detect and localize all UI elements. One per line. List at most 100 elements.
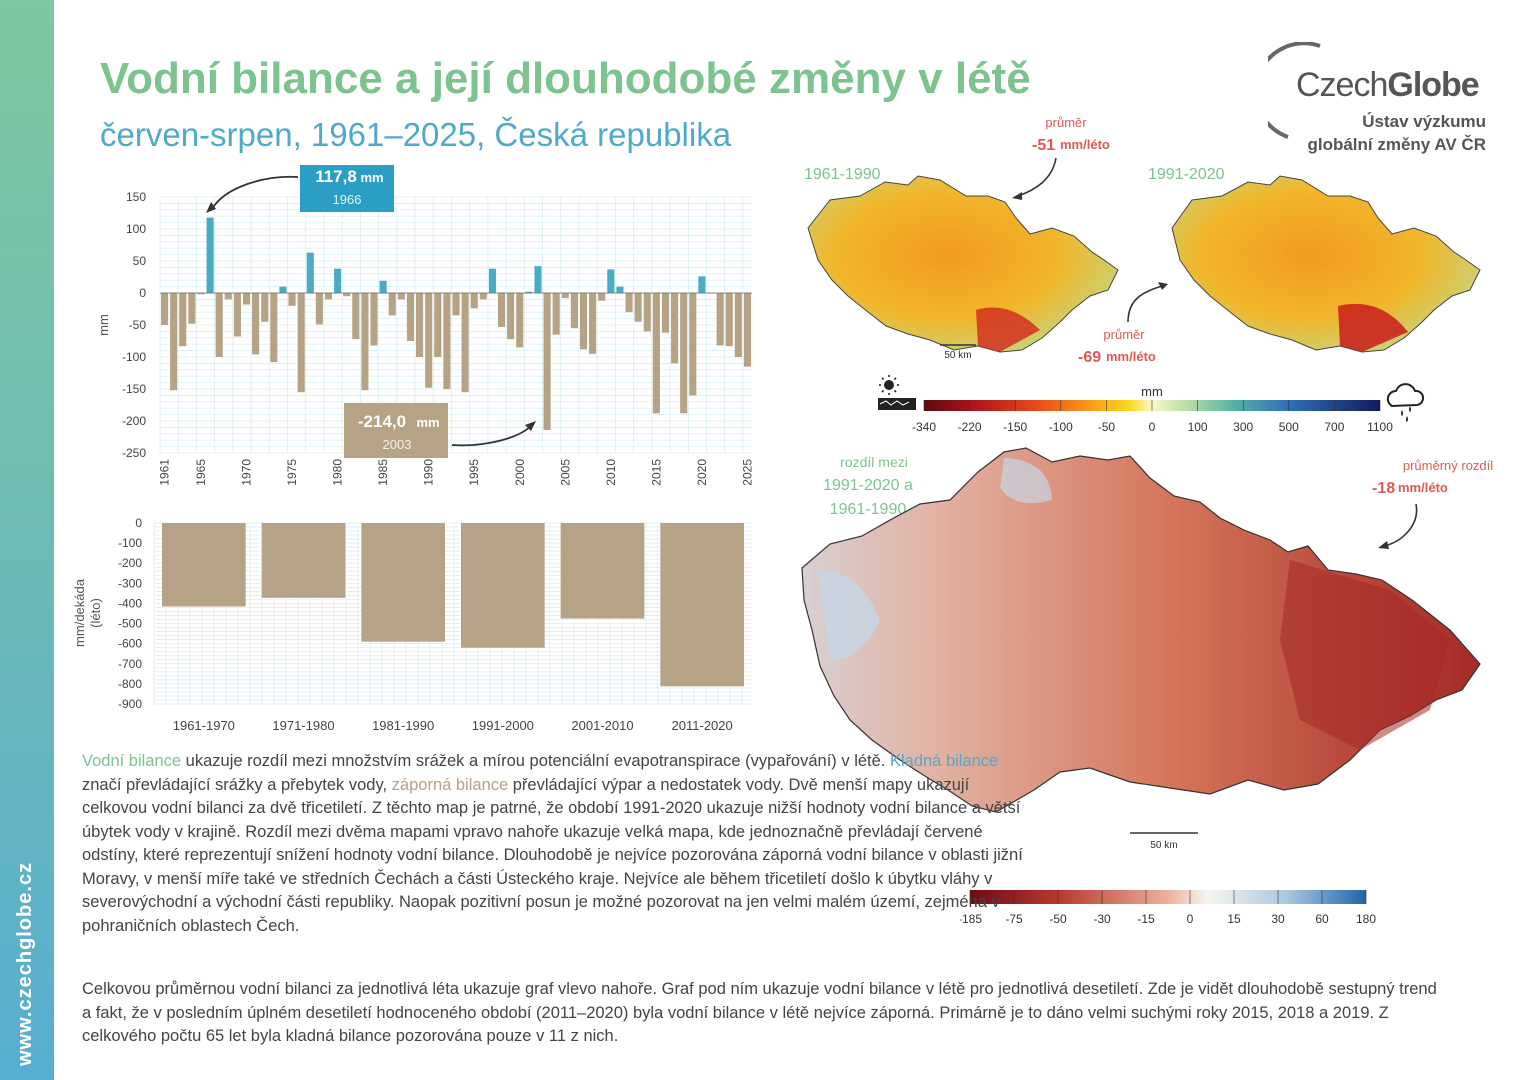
callout-min-unit: mm — [416, 415, 439, 430]
avg-left-label: průměr — [1045, 115, 1087, 130]
logo-line1: Ústav výzkumu — [1362, 112, 1486, 131]
logo-word: CzechGlobe — [1296, 66, 1480, 104]
bar-2004 — [552, 293, 560, 335]
map-left-label: 1961-1990 — [804, 166, 881, 183]
avg-left-value: -51 — [1032, 137, 1055, 154]
y-tick-label: -800 — [118, 677, 142, 691]
callout-min: -214,0 mm 2003 — [344, 403, 536, 458]
bar-1991 — [434, 293, 442, 357]
x-tick-label: 1980 — [331, 459, 345, 486]
map-right-south-dry — [1338, 303, 1408, 352]
bar-1963 — [179, 293, 187, 347]
x-tick-label: 1991-2000 — [472, 718, 534, 733]
bar-1962 — [170, 293, 178, 391]
callout-min-value: -214,0 — [358, 412, 406, 431]
legend-top-tick-label: 1100 — [1367, 420, 1393, 434]
bar-2005 — [561, 293, 569, 299]
y-tick-label: 0 — [135, 516, 142, 530]
bar-1974 — [279, 286, 287, 293]
maps-panel: 1961-1990 50 km 1991-2020 průměr -51 mm/… — [801, 115, 1493, 851]
callout-max-year: 1966 — [333, 192, 362, 207]
bar-1986 — [388, 293, 396, 316]
bar-1996 — [479, 293, 487, 300]
x-tick-label: 2025 — [740, 459, 754, 486]
decade-balance-chart: 0 -100 -200 -300 -400 -500 -600 -700 -800 -900 196… — [72, 516, 752, 733]
legend-bottom-tick-label: -15 — [1137, 912, 1155, 926]
bar-1984 — [370, 293, 378, 346]
bar-2002 — [534, 266, 542, 293]
callout-max: 117,8 mm 1966 — [206, 165, 394, 213]
diff-map-blue-west — [818, 570, 880, 660]
bar-1971 — [252, 293, 260, 355]
bar-2015 — [652, 293, 660, 414]
decade-y-label: mm/dekáda — [72, 578, 87, 647]
bar-2023 — [725, 293, 733, 347]
diff-label-line3: 1961-1990 — [830, 501, 907, 518]
description-paragraph: Vodní bilance ukazuje rozdíl mezi množst… — [82, 750, 1032, 938]
sun-icon — [879, 375, 899, 395]
x-tick-label: 2001-2010 — [571, 718, 633, 733]
diff-avg: průměrný rozdíl -18 mm/léto — [1372, 458, 1493, 549]
y-tick-label: -250 — [122, 446, 146, 460]
diff-label-line2: 1991-2020 a — [823, 477, 913, 494]
map-right-label: 1991-2020 — [1148, 166, 1225, 183]
bar-1965 — [197, 293, 205, 295]
yearly-balance-chart: 150 100 50 0 -50 -100 -150 -200 -250 1961 1965 1970… — [96, 165, 754, 486]
diff-map-east-dry — [1280, 560, 1450, 750]
bar-2022 — [716, 293, 724, 346]
legend-bottom-tick-label: 180 — [1356, 912, 1376, 926]
body1-d: značí převládající srážky a přebytek vod… — [82, 775, 392, 794]
bar-2011 — [616, 286, 624, 293]
x-tick-label: 1985 — [376, 459, 390, 486]
legend-top-tick-label: -340 — [912, 420, 936, 434]
bar-1998 — [497, 293, 506, 327]
x-tick-label: 1971-1980 — [272, 718, 334, 733]
bar-1976 — [297, 293, 305, 393]
legend-bottom-tick-label: -75 — [1005, 912, 1023, 926]
legend-top-tick-label: 100 — [1188, 420, 1208, 434]
bar-1968 — [224, 293, 232, 300]
bar-1983 — [361, 293, 369, 391]
avg-right-label: průměr — [1103, 327, 1145, 342]
decade-bar-2001-2010 — [560, 523, 645, 619]
map-left-south-dry — [976, 307, 1040, 352]
bar-1977 — [306, 252, 314, 293]
body1-b: ukazuje rozdíl mezi množstvím srážek a m… — [181, 752, 890, 770]
bar-2008 — [589, 293, 597, 354]
scale-big-label: 50 km — [1150, 840, 1177, 851]
legend-top-tick-label: -150 — [1003, 420, 1027, 434]
y-tick-label: -50 — [129, 318, 147, 332]
y-tick-label: -500 — [118, 617, 142, 631]
legend-top: mm -340 -220 -150 -100 -50 0 100 300 500 700 1100 — [878, 375, 1425, 434]
bar-2010 — [607, 269, 615, 293]
bar-2012 — [625, 293, 633, 313]
scale-small-label: 50 km — [944, 350, 971, 361]
bar-2007 — [579, 293, 588, 350]
bar-1995 — [470, 293, 478, 309]
legend-bottom-tick-label: -50 — [1049, 912, 1067, 926]
map-right-shape — [1171, 175, 1481, 353]
bar-2019 — [689, 293, 697, 396]
legend-bottom-tick-label: -185 — [960, 912, 982, 926]
bar-1964 — [188, 293, 196, 324]
legend-top-tick-label: 0 — [1149, 420, 1156, 434]
bar-1980 — [334, 268, 342, 293]
y-tick-label: 100 — [126, 222, 146, 236]
bar-2017 — [671, 293, 679, 364]
y-tick-label: -200 — [118, 556, 142, 570]
term-positive-balance: Kladná bilance — [889, 752, 999, 770]
avg-right-unit: mm/léto — [1106, 349, 1156, 364]
decade-y-label2: (léto) — [88, 598, 103, 628]
logo-line2: globální změny AV ČR — [1307, 135, 1486, 154]
legend-top-tick-label: -220 — [958, 420, 982, 434]
legend-top-unit: mm — [1141, 384, 1163, 399]
bar-1987 — [397, 293, 405, 300]
bar-1989 — [416, 293, 424, 357]
legend-top-tick-label: 300 — [1233, 420, 1253, 434]
diff-avg-unit: mm/léto — [1398, 480, 1448, 495]
bar-2025 — [743, 293, 751, 367]
bar-2001 — [525, 291, 533, 293]
x-tick-label: 1965 — [194, 459, 208, 486]
decade-bar-1991-2000 — [461, 523, 545, 648]
bar-2020 — [698, 276, 706, 293]
